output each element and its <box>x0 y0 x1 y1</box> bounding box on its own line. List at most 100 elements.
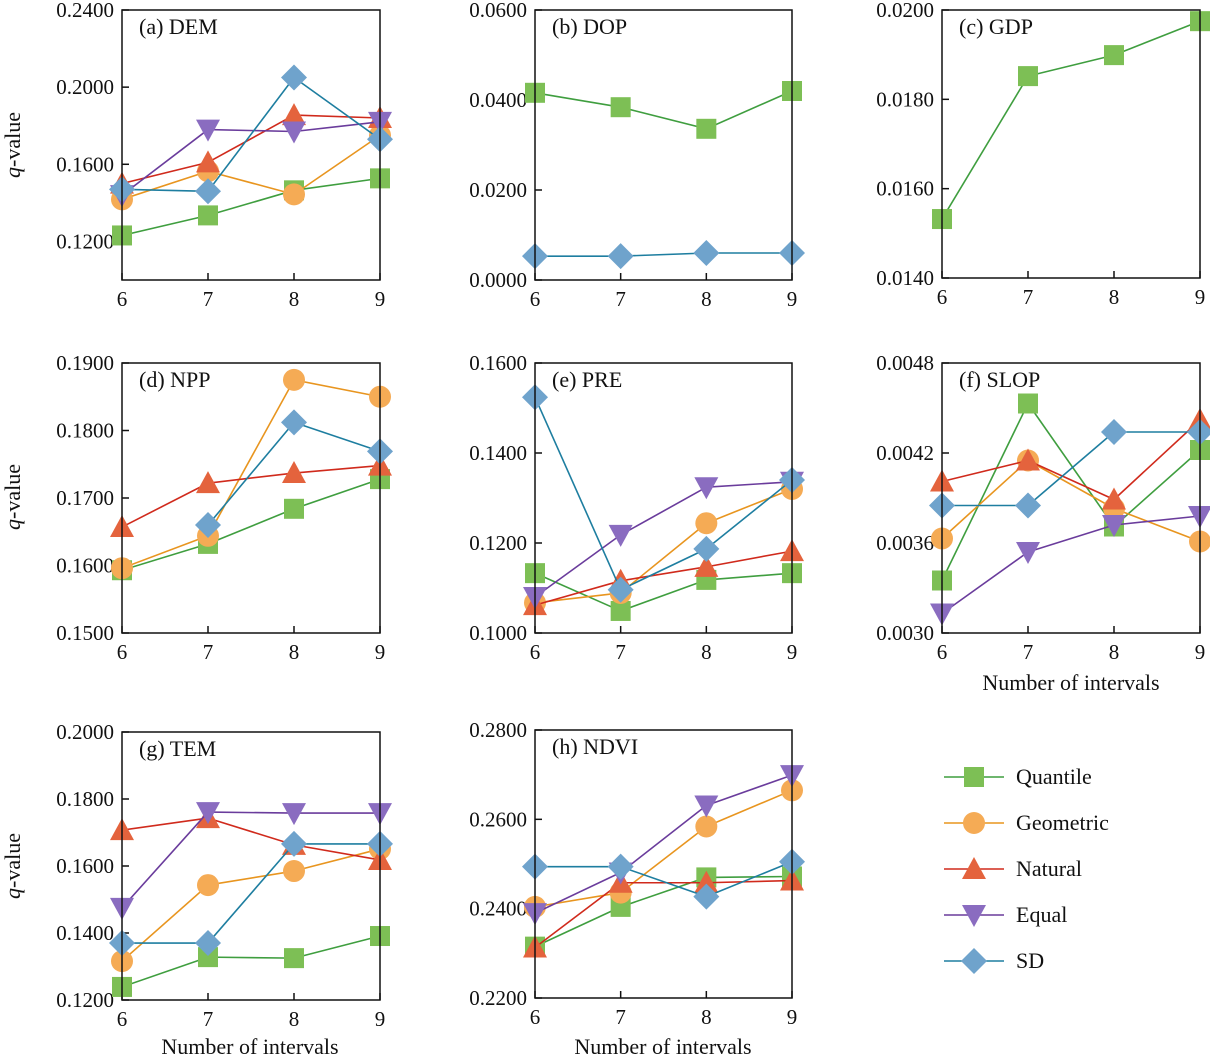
y-tick-label: 0.1600 <box>469 351 527 375</box>
data-point-natural <box>196 150 220 173</box>
y-axis-label: q-value <box>0 112 25 178</box>
data-point-equal <box>196 119 220 142</box>
series-line-segment <box>534 580 621 606</box>
legend-label: Geometric <box>1016 810 1109 835</box>
series-line-segment <box>121 811 209 909</box>
legend-label: Quantile <box>1016 764 1092 789</box>
legend-item-quantile: Quantile <box>944 764 1092 789</box>
series-line-segment <box>620 804 707 874</box>
data-point-geometric <box>197 874 219 897</box>
x-tick-label: 6 <box>530 1005 541 1029</box>
panel-g-tem: 0.1200 0.1400 0.1600 0.1800 0.2000 6 7 8 9 (g) TE… <box>56 720 393 1031</box>
series-line-segment <box>706 789 793 828</box>
y-tick-label: 0.1800 <box>56 787 114 811</box>
data-point-sd <box>281 64 307 91</box>
y-tick-label: 0.0200 <box>876 0 934 22</box>
x-tick-label: 9 <box>375 640 386 664</box>
data-point-natural <box>282 461 306 484</box>
x-tick-label: 7 <box>615 640 626 664</box>
series-line-segment <box>207 77 295 192</box>
series-line-segment <box>121 817 209 831</box>
x-tick-label: 8 <box>1109 640 1120 664</box>
x-tick-label: 6 <box>530 287 541 311</box>
series-line-segment <box>620 522 707 594</box>
data-point-sd <box>607 853 634 880</box>
x-axis-label: Number of intervals <box>161 1034 338 1059</box>
plot-frame <box>534 9 793 281</box>
series-line-segment <box>121 956 209 988</box>
panel-d-npp: 0.1500 0.1600 0.1700 0.1800 0.1900 6 7 8 9 (d) NP… <box>56 351 393 664</box>
x-tick-label: 9 <box>787 1005 798 1029</box>
series-quantile <box>932 393 1210 591</box>
plot-frame <box>941 9 1201 279</box>
y-tick-label: 0.2000 <box>56 75 114 99</box>
data-point-quantile <box>1018 66 1038 87</box>
y-tick-label: 0.1200 <box>56 229 114 253</box>
y-tick-label: 0.1400 <box>469 441 527 465</box>
y-axis-label-rest: -value <box>0 833 25 888</box>
series-geometric <box>524 779 803 918</box>
y-tick-label: 0.0048 <box>876 351 934 375</box>
panel-title: (g) TEM <box>139 736 216 761</box>
x-tick-label: 6 <box>117 287 128 311</box>
series-line-segment <box>207 508 295 545</box>
legend-item-geometric: Geometric <box>944 810 1109 835</box>
data-point-quantile <box>610 600 631 621</box>
series-line-segment <box>121 884 209 962</box>
x-tick-label: 7 <box>203 287 214 311</box>
data-point-sd <box>693 883 720 910</box>
legend-marker-geometric <box>963 812 985 834</box>
plot-frame <box>941 362 1201 634</box>
series-line-segment <box>534 871 622 914</box>
series-quantile <box>112 168 390 246</box>
series-line-segment <box>207 843 295 944</box>
series-line-segment <box>293 114 381 119</box>
y-tick-label: 0.0600 <box>469 0 527 22</box>
y-tick-label: 0.1200 <box>56 988 114 1012</box>
data-point-sd <box>195 178 221 205</box>
y-tick-label: 0.0036 <box>876 531 934 555</box>
y-tick-label: 0.0160 <box>876 177 934 201</box>
series-sd <box>109 830 393 957</box>
panel-title: (a) DEM <box>139 14 218 39</box>
data-point-equal <box>196 802 220 825</box>
series-line-segment <box>207 817 295 846</box>
legend-marker-natural <box>962 857 986 879</box>
data-point-equal <box>1016 542 1040 564</box>
x-tick-label: 6 <box>530 640 541 664</box>
data-point-geometric <box>695 815 718 838</box>
series-line-segment <box>1027 459 1115 501</box>
y-tick-label: 0.1600 <box>56 554 114 578</box>
series-line-segment <box>293 421 381 453</box>
x-tick-label: 8 <box>289 640 300 664</box>
panel-title: (h) NDVI <box>552 734 638 759</box>
series-line-segment <box>207 472 295 484</box>
data-point-sd <box>693 535 720 562</box>
panel-a-dem: 0.1200 0.1600 0.2000 0.2400 6 7 8 9 (a) DEM <box>56 0 393 311</box>
data-point-natural <box>1102 487 1126 510</box>
data-point-equal <box>694 477 719 500</box>
data-point-geometric <box>695 512 718 535</box>
series-line-segment <box>293 464 381 474</box>
data-point-quantile <box>1018 393 1038 414</box>
data-point-natural <box>694 554 719 577</box>
data-point-sd <box>607 576 634 603</box>
series-line-segment <box>706 90 793 130</box>
series-line-segment <box>1027 524 1115 553</box>
legend-label: Natural <box>1016 856 1082 881</box>
series-line-segment <box>1027 431 1115 507</box>
series-line-segment <box>1113 515 1201 526</box>
series-line-segment <box>293 935 381 959</box>
series-line-segment <box>534 882 622 949</box>
series-line-segment <box>207 956 295 959</box>
series-natural <box>110 453 392 538</box>
series-line-segment <box>941 75 1029 220</box>
series-line-segment <box>293 844 381 861</box>
series-sd <box>929 419 1210 519</box>
series-equal <box>930 506 1210 626</box>
x-tick-label: 9 <box>1195 285 1206 309</box>
y-tick-label: 0.1000 <box>469 621 527 645</box>
legend-item-sd: SD <box>944 948 1044 974</box>
data-point-sd <box>281 409 307 436</box>
